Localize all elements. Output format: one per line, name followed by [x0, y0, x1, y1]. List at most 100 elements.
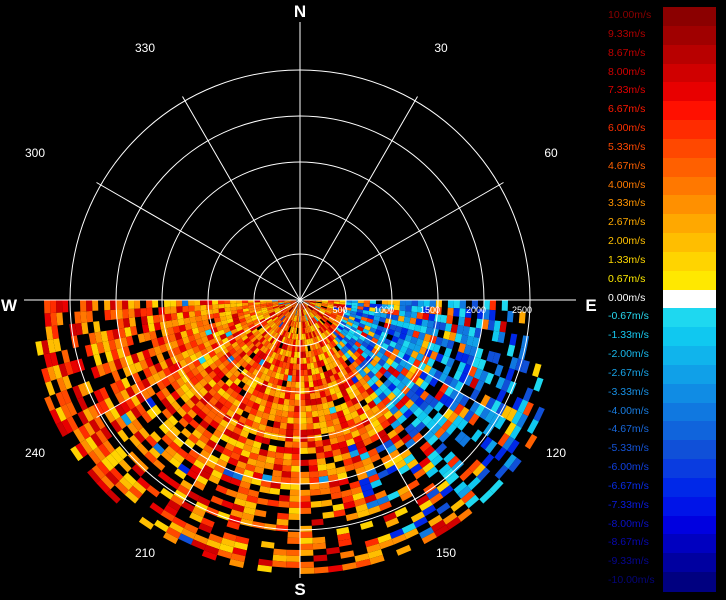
velocity-bin — [474, 404, 486, 417]
velocity-bin — [244, 316, 252, 321]
velocity-bin — [303, 309, 307, 315]
velocity-bin — [323, 345, 329, 352]
velocity-bin — [301, 303, 304, 310]
velocity-bin — [533, 406, 545, 422]
velocity-bin — [289, 495, 300, 502]
velocity-bin — [268, 376, 275, 384]
velocity-bin — [283, 447, 293, 454]
velocity-bin — [300, 387, 305, 394]
velocity-bin — [390, 419, 401, 430]
velocity-bin — [264, 374, 271, 383]
velocity-bin — [292, 429, 300, 436]
velocity-bin — [346, 418, 356, 427]
velocity-bin — [258, 316, 265, 321]
velocity-bin — [345, 334, 352, 341]
velocity-bin — [314, 315, 320, 321]
legend-entry: -6.00m/s — [602, 459, 720, 479]
velocity-bin — [332, 321, 339, 327]
velocity-bin — [304, 375, 309, 382]
velocity-bin — [195, 439, 207, 450]
velocity-bin — [450, 324, 458, 334]
velocity-bin — [302, 303, 307, 309]
velocity-bin — [290, 301, 297, 305]
velocity-bin — [286, 312, 291, 318]
velocity-bin — [350, 429, 361, 439]
velocity-bin — [310, 311, 316, 317]
velocity-bin — [44, 313, 52, 327]
velocity-bin — [358, 377, 367, 386]
velocity-bin — [380, 354, 389, 363]
legend-entry-swatch — [663, 214, 716, 234]
velocity-bin — [221, 447, 233, 458]
velocity-bin — [276, 319, 282, 326]
velocity-bin — [320, 306, 327, 310]
velocity-bin — [367, 400, 377, 409]
velocity-bin — [411, 417, 422, 428]
velocity-bin — [96, 364, 106, 377]
velocity-bin — [301, 327, 304, 334]
velocity-bin — [249, 326, 257, 332]
velocity-bin — [130, 383, 141, 395]
velocity-bin — [355, 365, 363, 374]
velocity-bin — [234, 322, 242, 329]
velocity-bin — [182, 300, 189, 307]
velocity-bin — [380, 419, 391, 430]
velocity-bin — [234, 354, 242, 363]
velocity-bin — [301, 303, 305, 310]
velocity-bin — [255, 310, 262, 315]
velocity-bin — [272, 304, 279, 308]
velocity-bin — [383, 459, 395, 470]
velocity-bin — [494, 446, 508, 462]
velocity-bin — [293, 303, 298, 308]
velocity-bin — [327, 301, 334, 304]
velocity-bin — [317, 320, 323, 327]
velocity-color-legend: 10.00m/s 9.33m/s 8.67m/s 8.00m/s 7.33m/s 6.67… — [602, 7, 720, 592]
velocity-bin — [309, 489, 321, 496]
velocity-bin — [271, 427, 280, 435]
velocity-bin — [206, 439, 217, 449]
velocity-bin — [341, 452, 352, 461]
velocity-bin — [290, 471, 300, 478]
velocity-bin — [266, 318, 273, 324]
velocity-bin — [101, 457, 115, 472]
velocity-bin — [139, 359, 149, 370]
velocity-bin — [291, 302, 297, 307]
velocity-bin — [294, 399, 300, 406]
velocity-bin — [504, 422, 517, 437]
velocity-bin — [458, 406, 470, 419]
velocity-bin — [266, 369, 273, 377]
velocity-bin — [312, 308, 319, 313]
velocity-bin — [93, 353, 103, 367]
velocity-bin — [351, 323, 359, 330]
velocity-bin — [267, 328, 274, 335]
velocity-bin — [364, 494, 377, 504]
velocity-bin — [506, 310, 514, 323]
velocity-bin — [248, 452, 259, 461]
velocity-bin — [443, 330, 451, 340]
velocity-bin — [226, 520, 240, 530]
velocity-bin — [289, 501, 300, 508]
velocity-bin — [206, 539, 221, 550]
velocity-bin — [50, 300, 57, 314]
velocity-bin — [492, 352, 501, 365]
velocity-bin — [143, 332, 152, 342]
velocity-bin — [272, 365, 279, 373]
velocity-bin — [340, 376, 347, 384]
velocity-bin — [414, 377, 425, 387]
velocity-bin — [365, 387, 375, 396]
velocity-bin — [61, 418, 74, 434]
velocity-bin — [55, 421, 68, 437]
velocity-bin — [350, 353, 358, 361]
velocity-bin — [322, 315, 329, 320]
compass-south-label: S — [294, 580, 306, 599]
velocity-bin — [136, 351, 145, 362]
velocity-bin — [301, 309, 304, 316]
legend-entry-label: 0.00m/s — [608, 291, 646, 304]
velocity-bin — [341, 354, 348, 362]
velocity-bin — [234, 385, 243, 394]
velocity-bin — [204, 544, 219, 555]
velocity-bin — [431, 519, 446, 533]
legend-entry-swatch — [663, 327, 716, 347]
velocity-bin — [212, 304, 219, 310]
velocity-bin — [163, 504, 178, 517]
